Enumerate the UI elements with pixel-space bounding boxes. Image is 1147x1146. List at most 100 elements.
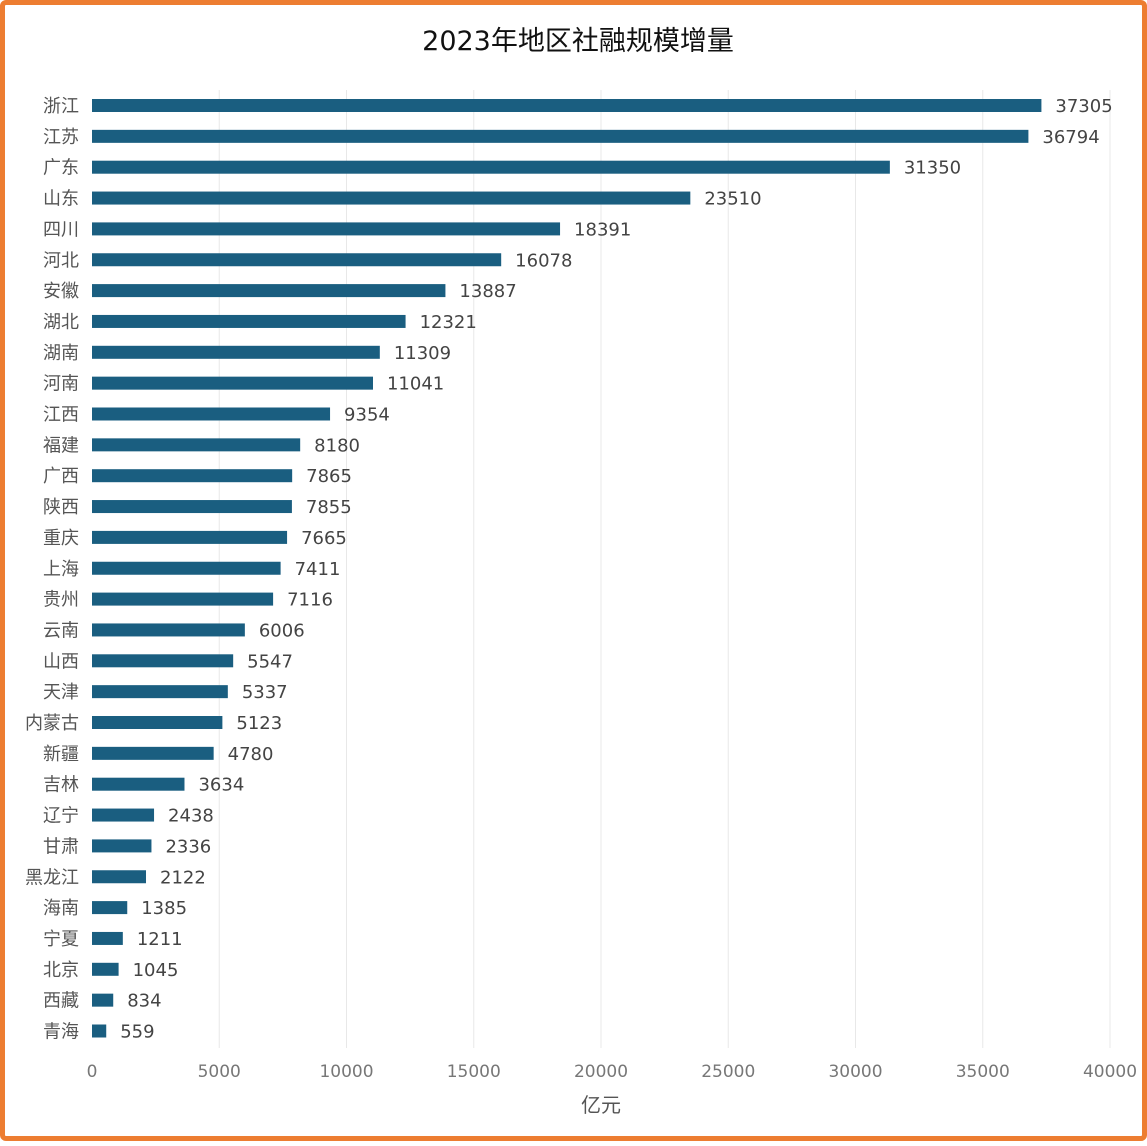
category-label: 贵州 — [43, 590, 79, 611]
category-label: 黑龙江 — [25, 867, 79, 888]
category-label: 广东 — [43, 158, 79, 179]
bar — [92, 808, 155, 822]
category-label: 辽宁 — [43, 806, 79, 827]
bar — [92, 530, 288, 544]
bar — [92, 1024, 107, 1038]
bar — [92, 284, 446, 298]
x-tick-label: 30000 — [828, 1062, 882, 1082]
data-label: 2438 — [168, 806, 214, 827]
data-label: 37305 — [1055, 96, 1112, 117]
category-label: 青海 — [43, 1022, 79, 1043]
category-label: 海南 — [43, 898, 79, 919]
bar — [92, 716, 223, 729]
bar — [92, 500, 292, 514]
bar — [92, 746, 214, 760]
category-label: 江西 — [43, 405, 79, 426]
bar — [92, 931, 123, 945]
data-label: 5123 — [236, 713, 282, 734]
bar — [92, 654, 234, 668]
data-label: 834 — [127, 991, 161, 1012]
x-tick-label: 0 — [87, 1062, 98, 1082]
data-label: 7411 — [295, 559, 341, 580]
bar — [92, 129, 1029, 143]
category-label: 江苏 — [43, 127, 79, 148]
bar — [92, 685, 228, 699]
x-tick-label: 35000 — [956, 1062, 1010, 1082]
category-label: 云南 — [43, 620, 79, 641]
gridlines — [218, 90, 1111, 1048]
bar — [92, 160, 890, 174]
category-label: 浙江 — [43, 96, 79, 117]
data-label: 16078 — [515, 250, 572, 271]
category-label: 新疆 — [43, 744, 79, 765]
category-label: 内蒙古 — [25, 713, 79, 734]
category-label: 湖南 — [43, 343, 79, 364]
category-label: 宁夏 — [43, 929, 79, 950]
data-label: 2336 — [165, 836, 211, 857]
bar — [92, 839, 152, 853]
x-axis-title: 亿元 — [581, 1093, 621, 1117]
data-label: 1211 — [137, 929, 183, 950]
data-label: 18391 — [574, 219, 631, 240]
bar — [92, 438, 301, 452]
data-label: 11309 — [394, 343, 451, 364]
bar — [92, 376, 373, 390]
x-tick-label: 10000 — [319, 1062, 373, 1082]
data-label: 12321 — [420, 312, 477, 333]
bar — [92, 901, 128, 915]
category-label: 天津 — [43, 682, 79, 703]
bar — [92, 99, 1042, 112]
data-label: 11041 — [387, 374, 444, 395]
data-label: 2122 — [160, 867, 206, 888]
bar — [92, 469, 293, 483]
bar — [92, 407, 331, 421]
x-tick-label: 5000 — [198, 1062, 241, 1082]
bar — [92, 222, 561, 236]
x-tick-label: 40000 — [1083, 1062, 1137, 1082]
data-label: 5337 — [242, 682, 288, 703]
data-label: 3634 — [198, 775, 244, 796]
x-tick-label: 15000 — [447, 1062, 501, 1082]
data-label: 4780 — [228, 744, 274, 765]
category-label: 四川 — [43, 219, 79, 240]
bar — [92, 314, 406, 328]
category-label: 山东 — [43, 189, 79, 210]
category-label: 山西 — [43, 651, 79, 672]
category-label: 重庆 — [43, 528, 79, 549]
bar — [92, 592, 274, 606]
category-label: 北京 — [43, 960, 79, 981]
bar — [92, 993, 114, 1007]
data-label: 31350 — [904, 158, 961, 179]
bars — [92, 99, 1042, 1038]
data-label: 9354 — [344, 405, 390, 426]
category-label: 西藏 — [43, 991, 79, 1012]
x-tick-label: 20000 — [574, 1062, 628, 1082]
bar — [92, 870, 147, 884]
bar — [92, 777, 185, 791]
data-label: 36794 — [1042, 127, 1099, 148]
data-label: 23510 — [704, 189, 761, 210]
data-label: 7865 — [306, 466, 352, 487]
category-label: 河南 — [43, 374, 79, 395]
category-label: 陕西 — [43, 497, 79, 518]
category-label: 吉林 — [43, 775, 79, 796]
data-label: 1385 — [141, 898, 187, 919]
category-label: 安徽 — [43, 281, 79, 302]
data-label: 6006 — [259, 620, 305, 641]
bar — [92, 623, 245, 637]
category-label: 河北 — [43, 250, 79, 271]
category-labels: 浙江江苏广东山东四川河北安徽湖北湖南河南江西福建广西陕西重庆上海贵州云南山西天津… — [25, 96, 79, 1043]
bar — [92, 561, 281, 575]
data-label: 8180 — [314, 435, 360, 456]
data-label: 7855 — [306, 497, 352, 518]
chart-title: 2023年地区社融规模增量 — [422, 26, 734, 57]
bar — [92, 345, 380, 359]
data-label: 1045 — [133, 960, 179, 981]
data-label: 559 — [120, 1022, 154, 1043]
bar — [92, 962, 119, 976]
x-tick-label: 25000 — [701, 1062, 755, 1082]
category-label: 上海 — [43, 559, 79, 580]
category-label: 福建 — [43, 435, 79, 456]
